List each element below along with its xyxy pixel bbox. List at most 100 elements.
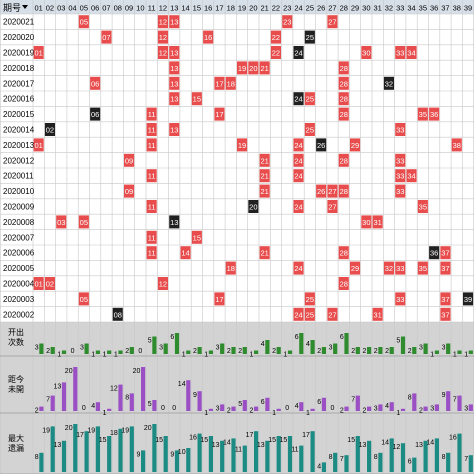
stat-bar-max_miss bbox=[434, 438, 439, 472]
header-number-14: 14 bbox=[181, 4, 189, 13]
stat-value-appear_counts: 2 bbox=[193, 348, 197, 355]
ball-number: 32 bbox=[385, 79, 393, 88]
ball-number: 28 bbox=[340, 280, 348, 289]
ball-cell-13 bbox=[169, 46, 180, 59]
ball-cell-35 bbox=[417, 200, 428, 213]
ball-number: 05 bbox=[80, 218, 88, 227]
ball-cell-01 bbox=[33, 138, 44, 152]
ball-cell-22 bbox=[270, 46, 281, 59]
ball-number: 35 bbox=[419, 110, 427, 119]
stat-value-appear_counts: 6 bbox=[295, 334, 299, 341]
stat-label-appear-2: 次数 bbox=[8, 337, 24, 347]
stat-value-appear_counts: 3 bbox=[419, 345, 423, 352]
header-number-26: 26 bbox=[317, 4, 325, 13]
ball-cell-37 bbox=[440, 307, 451, 321]
header-number-29: 29 bbox=[351, 4, 359, 13]
stat-bar-appear_counts bbox=[400, 336, 406, 354]
period-label: 2020017 bbox=[3, 79, 35, 88]
stat-value-max_miss: 8 bbox=[442, 454, 446, 461]
stat-value-max_miss: 18 bbox=[110, 430, 118, 437]
ball-number: 33 bbox=[396, 49, 404, 58]
stat-bar-appear_counts bbox=[457, 350, 462, 354]
period-label: 2020019 bbox=[3, 49, 35, 58]
stat-bar-max_miss bbox=[107, 436, 112, 472]
ball-cell-02 bbox=[44, 123, 55, 136]
ball-number: 35 bbox=[419, 264, 427, 273]
stat-value-current_miss: 1 bbox=[103, 410, 107, 417]
ball-number: 24 bbox=[294, 264, 302, 273]
ball-number: 23 bbox=[283, 18, 291, 27]
stat-value-max_miss: 15 bbox=[280, 437, 288, 444]
header-number-22: 22 bbox=[272, 4, 280, 13]
ball-cell-25 bbox=[304, 123, 315, 136]
stat-value-max_miss: 14 bbox=[381, 439, 389, 446]
ball-number: 28 bbox=[340, 249, 348, 258]
header-number-17: 17 bbox=[215, 4, 223, 13]
stat-value-current_miss: 2 bbox=[227, 408, 231, 415]
stat-value-max_miss: 19 bbox=[42, 427, 50, 434]
ball-number: 26 bbox=[317, 187, 325, 196]
stat-value-current_miss: 20 bbox=[133, 368, 141, 375]
stat-value-max_miss: 20 bbox=[144, 425, 152, 432]
ball-number: 36 bbox=[430, 249, 438, 258]
stat-value-current_miss: 6 bbox=[317, 399, 321, 406]
period-label: 2020010 bbox=[3, 187, 35, 196]
header-number-35: 35 bbox=[419, 4, 427, 13]
stat-label-maxmiss-1: 最大 bbox=[8, 433, 24, 443]
stat-value-appear_counts: 3 bbox=[329, 345, 333, 352]
header-number-06: 06 bbox=[91, 4, 99, 13]
ball-cell-11 bbox=[146, 169, 157, 183]
stat-value-current_miss: 4 bbox=[91, 403, 95, 410]
stat-bar-current_miss bbox=[50, 395, 55, 411]
ball-cell-37 bbox=[440, 261, 451, 275]
ball-cell-13 bbox=[169, 215, 180, 229]
stat-value-current_miss: 8 bbox=[125, 394, 129, 401]
ball-number: 06 bbox=[91, 110, 99, 119]
ball-cell-26 bbox=[316, 138, 327, 152]
stat-bar-current_miss bbox=[344, 406, 349, 411]
stat-bar-current_miss bbox=[208, 408, 213, 411]
stat-bar-appear_counts bbox=[39, 343, 44, 354]
ball-cell-21 bbox=[259, 184, 270, 198]
ball-cell-17 bbox=[214, 76, 225, 90]
header-number-01: 01 bbox=[34, 4, 42, 13]
stat-bar-current_miss bbox=[118, 384, 123, 411]
stat-value-appear_counts: 0 bbox=[138, 348, 142, 355]
ball-number: 07 bbox=[102, 33, 110, 42]
ball-number: 03 bbox=[57, 218, 65, 227]
stat-bar-appear_counts bbox=[186, 350, 191, 354]
stat-value-max_miss: 17 bbox=[302, 432, 310, 439]
stat-value-current_miss: 1 bbox=[272, 410, 276, 417]
ball-number: 28 bbox=[340, 79, 348, 88]
stat-bar-current_miss bbox=[355, 395, 360, 411]
ball-number: 21 bbox=[260, 249, 268, 258]
stat-value-appear_counts: 0 bbox=[71, 348, 75, 355]
stat-value-appear_counts: 2 bbox=[362, 348, 366, 355]
ball-number: 30 bbox=[362, 218, 370, 227]
stat-value-max_miss: 12 bbox=[393, 444, 401, 451]
ball-cell-13 bbox=[169, 123, 180, 136]
stat-bar-current_miss bbox=[457, 395, 462, 411]
period-label: 2020012 bbox=[3, 156, 35, 165]
stat-value-max_miss: 13 bbox=[54, 442, 62, 449]
ball-number: 15 bbox=[193, 95, 201, 104]
header-number-08: 08 bbox=[114, 4, 122, 13]
triangle-down-icon[interactable] bbox=[22, 5, 28, 9]
stat-value-max_miss: 19 bbox=[87, 427, 95, 434]
ball-number: 11 bbox=[148, 233, 156, 242]
stat-value-appear_counts: 5 bbox=[396, 338, 400, 345]
ball-cell-31 bbox=[372, 307, 383, 321]
ball-cell-01 bbox=[33, 46, 44, 59]
ball-number: 19 bbox=[238, 141, 246, 150]
stat-value-current_miss: 0 bbox=[161, 405, 165, 412]
stat-value-max_miss: 15 bbox=[200, 437, 208, 444]
stat-value-max_miss: 4 bbox=[317, 463, 321, 470]
stat-value-current_miss: 3 bbox=[464, 405, 468, 412]
ball-number: 34 bbox=[407, 172, 415, 181]
ball-number: 20 bbox=[249, 64, 257, 73]
stat-bar-current_miss bbox=[321, 397, 326, 411]
stat-value-appear_counts: 1 bbox=[283, 352, 287, 359]
ball-number: 18 bbox=[227, 79, 235, 88]
stat-bar-max_miss bbox=[61, 440, 67, 472]
stat-bar-max_miss bbox=[84, 431, 89, 472]
